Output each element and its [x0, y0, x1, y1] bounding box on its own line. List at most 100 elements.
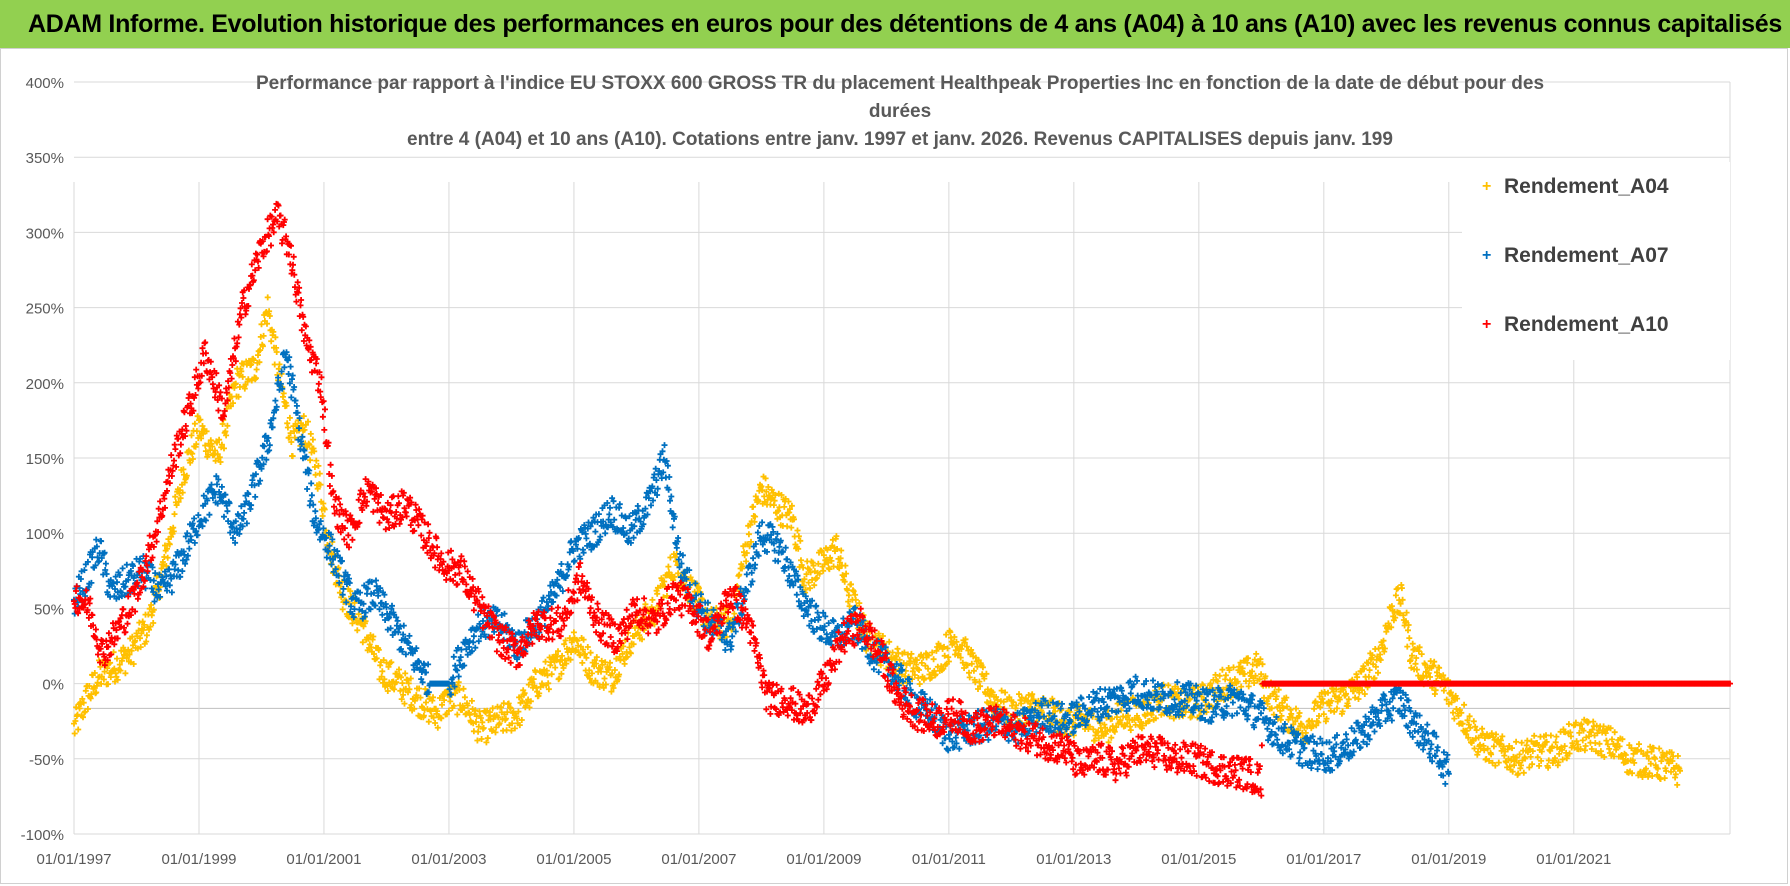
data-point [548, 671, 555, 678]
data-point [236, 372, 243, 379]
data-point [239, 373, 246, 380]
data-point [571, 557, 578, 564]
data-point [751, 518, 758, 525]
data-point [477, 715, 484, 721]
data-point [944, 645, 951, 652]
data-point [172, 446, 179, 453]
data-point [447, 698, 454, 705]
data-point [245, 376, 252, 383]
data-point [542, 658, 549, 665]
data-point [120, 644, 127, 651]
data-point [759, 487, 766, 494]
data-point [248, 377, 255, 384]
data-point [121, 648, 128, 655]
data-point [1222, 672, 1229, 679]
data-point [597, 533, 604, 540]
data-point [911, 672, 918, 678]
data-point [1434, 744, 1441, 751]
data-point [411, 705, 418, 712]
data-point [1397, 695, 1404, 702]
data-point [593, 654, 600, 661]
data-point [755, 498, 762, 505]
data-point [217, 389, 224, 396]
data-point [498, 704, 504, 711]
data-point [761, 493, 768, 500]
data-point [384, 688, 391, 694]
data-point [293, 402, 300, 409]
data-point [816, 570, 823, 577]
data-point [813, 575, 820, 581]
data-point [1674, 781, 1681, 788]
data-point [123, 561, 130, 568]
data-point [445, 707, 452, 714]
data-point [473, 719, 479, 725]
data-point [784, 556, 791, 563]
data-point [163, 563, 170, 569]
data-point [937, 642, 944, 649]
data-point [921, 675, 928, 682]
data-point [624, 653, 631, 660]
data-point [177, 441, 184, 448]
data-point [199, 423, 206, 429]
x-tick-label: 01/01/2011 [912, 851, 986, 868]
data-point [507, 659, 514, 666]
data-point [945, 658, 952, 665]
data-point [432, 720, 439, 726]
data-point [193, 441, 200, 448]
y-tick-label: 150% [26, 451, 64, 468]
data-point [359, 639, 366, 646]
data-point [530, 676, 537, 683]
data-point [229, 362, 236, 368]
data-point [845, 592, 852, 599]
data-point [846, 603, 853, 610]
data-point [844, 587, 851, 594]
data-point [886, 638, 893, 645]
data-point [311, 448, 318, 455]
data-point [1253, 650, 1260, 657]
data-point [434, 724, 441, 731]
data-point [611, 667, 618, 673]
data-point [502, 715, 509, 722]
data-point [833, 533, 840, 540]
data-point [1392, 592, 1399, 599]
series-rendement_a07 [71, 349, 1452, 787]
y-tick-label: 250% [26, 301, 64, 318]
data-point [289, 453, 296, 460]
data-point [114, 579, 120, 586]
data-point [375, 499, 382, 506]
data-point [750, 503, 757, 510]
data-point [1078, 695, 1085, 702]
data-point [272, 334, 279, 341]
data-point [1216, 672, 1223, 679]
data-point [1547, 732, 1554, 739]
data-point [1490, 743, 1497, 750]
data-point [195, 512, 202, 519]
data-point [918, 659, 925, 666]
data-point [307, 457, 314, 464]
data-point [120, 606, 127, 613]
data-point [307, 430, 314, 437]
data-point [609, 670, 616, 677]
data-point [150, 606, 157, 613]
data-point [455, 673, 462, 680]
data-point [778, 492, 785, 498]
data-point [929, 649, 936, 656]
data-point [415, 522, 422, 529]
data-point [1371, 728, 1378, 735]
data-point [470, 633, 477, 640]
data-point [507, 705, 514, 712]
data-point [277, 212, 284, 219]
x-tick-label: 01/01/2009 [786, 851, 861, 868]
data-point [1412, 660, 1419, 667]
data-point [559, 652, 566, 659]
data-point [589, 670, 595, 677]
data-point [1531, 732, 1538, 739]
data-point [602, 530, 609, 537]
data-point [1398, 585, 1405, 592]
data-point [743, 550, 750, 556]
data-point [1366, 667, 1373, 674]
data-point [598, 668, 604, 675]
data-point [563, 660, 570, 667]
data-point [287, 430, 294, 437]
data-point [601, 675, 608, 682]
